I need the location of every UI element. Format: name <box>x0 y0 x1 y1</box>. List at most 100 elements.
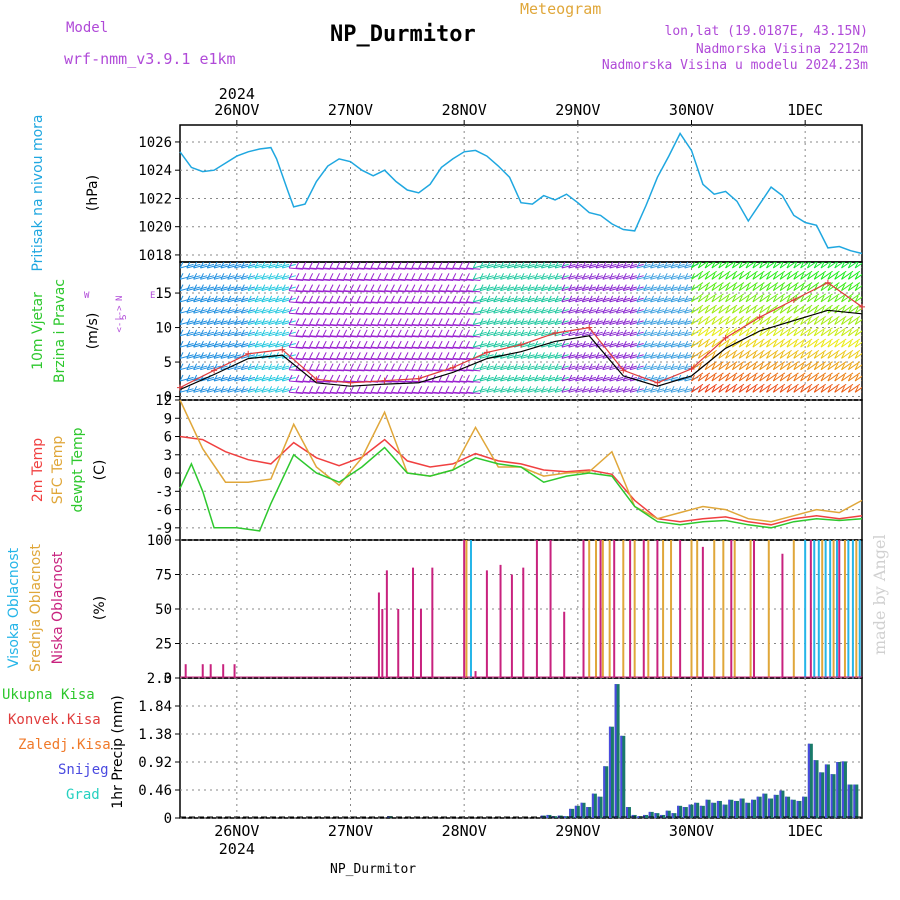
wind-barb-feather <box>404 306 409 314</box>
wind-barb-feather <box>697 386 702 393</box>
wind-barb <box>452 369 467 372</box>
wind-barb-feather <box>206 318 211 325</box>
wind-barb-feather <box>820 273 825 280</box>
precip-bar <box>716 800 722 818</box>
pressure-ytick-label: 1024 <box>138 163 172 179</box>
wind-barb <box>800 270 813 280</box>
wind-barb <box>207 286 221 292</box>
wind-barb <box>554 342 569 348</box>
wind-barb-feather <box>350 262 354 269</box>
wind-barb-feather <box>595 340 600 348</box>
wind-barb-feather <box>254 295 259 303</box>
precip-bar-snow <box>779 790 782 818</box>
wind-barb <box>261 331 276 337</box>
wind-barb <box>445 324 460 327</box>
wind-barb <box>391 369 406 372</box>
wind-barb-feather <box>315 318 320 325</box>
wind-barb <box>439 267 454 270</box>
wind-barb-feather <box>731 318 736 325</box>
wind-barb-feather <box>213 284 218 291</box>
wind-barb <box>248 297 262 303</box>
wind-barb <box>350 278 365 282</box>
precip-bar-snow <box>574 805 577 818</box>
wind-barb <box>418 267 433 270</box>
wind-barb <box>623 365 637 371</box>
wind-barb <box>711 270 724 280</box>
precip-bar <box>546 814 552 818</box>
wind-barb-feather <box>288 262 293 269</box>
wind-barb <box>800 304 813 314</box>
wind-barb-feather <box>356 386 361 393</box>
wind-barb-feather <box>575 340 580 348</box>
wind-barb-feather <box>486 340 491 348</box>
wind-barb <box>507 263 522 269</box>
wind-gust-marker <box>449 364 456 371</box>
wind-barb-feather <box>718 329 723 337</box>
wind-barb-feather <box>206 363 211 370</box>
wind-barb <box>779 282 792 292</box>
wind-barb <box>479 331 494 337</box>
wind-barb <box>595 365 610 371</box>
wind-barb-feather <box>691 284 695 291</box>
wind-barb-feather <box>520 318 525 325</box>
wind-barb <box>691 316 704 325</box>
x-date-label-top: 1DEC <box>787 101 823 119</box>
wind-barb <box>738 383 751 393</box>
wind-barb-feather <box>527 318 532 325</box>
wind-barb <box>759 262 770 269</box>
wind-barb-feather <box>670 262 675 269</box>
wind-barb-feather <box>677 340 682 348</box>
wind-barb <box>452 335 467 338</box>
wind-barb <box>643 342 658 348</box>
wind-barb <box>343 290 358 293</box>
wind-barb-feather <box>268 295 273 303</box>
wind-barb <box>691 338 704 348</box>
wind-barb <box>207 275 221 280</box>
wind-barb-feather <box>697 329 702 337</box>
wind-barb-feather <box>745 284 750 291</box>
wind-barb-feather <box>281 340 286 348</box>
wind-barb <box>302 278 317 282</box>
wind-barb-feather <box>527 262 532 269</box>
wind-barb <box>725 338 738 348</box>
wind-barb-feather <box>479 374 484 382</box>
wind-barb-feather <box>759 284 764 291</box>
wind-barb-feather <box>356 273 361 280</box>
wind-barb <box>370 324 385 327</box>
wind-barb <box>704 372 717 382</box>
wind-barb <box>854 353 862 359</box>
wind-barb <box>848 383 861 393</box>
wind-barb-feather <box>513 306 518 314</box>
wind-barb-feather <box>397 262 402 269</box>
wind-barb-feather <box>677 306 682 314</box>
wind-barb <box>629 297 644 303</box>
wind-barb <box>507 331 522 337</box>
wind-barb <box>759 304 772 314</box>
wind-barb-feather <box>397 386 402 393</box>
wind-barb <box>316 267 331 270</box>
wind-barb-feather <box>418 386 423 393</box>
wind-barb-feather <box>445 318 450 325</box>
wind-barb <box>391 335 406 338</box>
compass-n: N <box>115 296 125 301</box>
wind-barb-feather <box>718 306 723 314</box>
wind-barb-feather <box>336 340 341 348</box>
wind-barb-feather <box>370 352 375 359</box>
wind-barb <box>336 312 351 315</box>
wind-barb <box>466 312 481 315</box>
precip-bar <box>733 800 739 818</box>
wind-barb-feather <box>616 340 620 348</box>
wind-barb-feather <box>227 363 232 370</box>
wind-barb <box>704 338 717 348</box>
wind-barb-feather <box>561 329 566 337</box>
precip-bar-snow <box>722 804 725 818</box>
precip-bar-snow <box>580 802 583 818</box>
wind-barb <box>657 275 672 280</box>
wind-barb-feather <box>206 329 211 337</box>
wind-barb <box>677 309 692 314</box>
wind-barb <box>493 365 508 371</box>
wind-barb <box>623 376 637 382</box>
wind-barb <box>514 309 528 314</box>
wind-barb <box>561 309 576 314</box>
wind-barb-feather <box>431 363 436 370</box>
